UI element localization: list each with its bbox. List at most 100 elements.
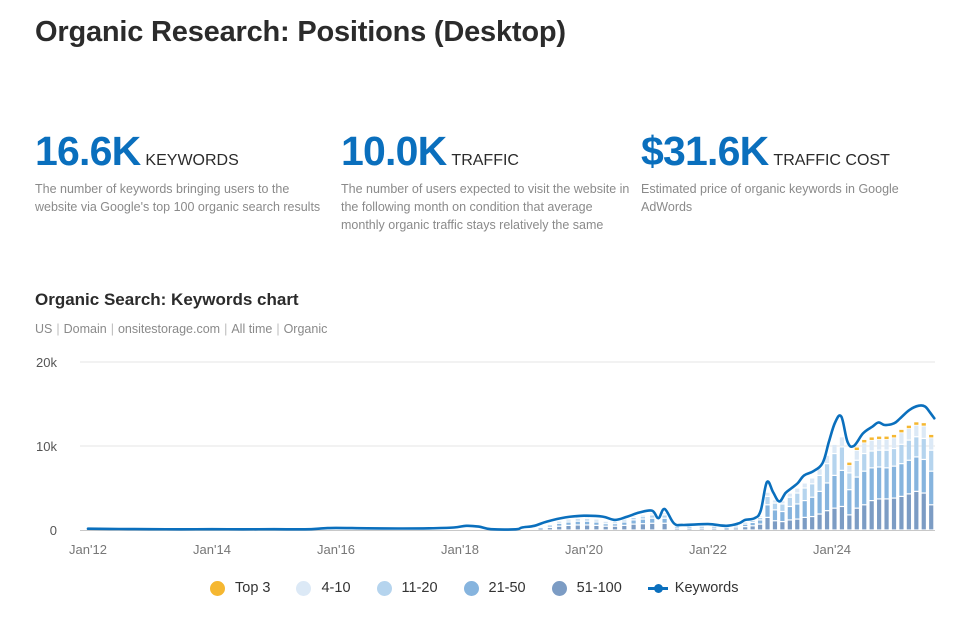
bar-segment-21-50 — [780, 512, 785, 521]
bar-segment-51-100 — [557, 526, 562, 530]
bar-segment-4-10 — [869, 440, 874, 451]
bar-segment-21-50 — [538, 528, 543, 529]
bar-segment-11-20 — [817, 476, 822, 491]
legend-label-4-10: 4-10 — [321, 580, 351, 596]
legend-item-keywords[interactable]: Keywords — [647, 580, 738, 596]
bar-segment-51-100 — [780, 522, 785, 530]
bar-segment-4-10 — [724, 527, 729, 528]
bar-segment-11-20 — [802, 488, 807, 500]
bar-segment-top3 — [899, 429, 904, 433]
bar-segment-top3 — [877, 436, 882, 440]
bar-segment-11-20 — [575, 519, 580, 521]
bar-segment-21-50 — [585, 521, 590, 525]
metric-traffic-cost: $31.6K TRAFFIC COST Estimated price of o… — [641, 128, 941, 216]
bar-segment-11-20 — [687, 526, 692, 528]
bar-segment-21-50 — [750, 523, 755, 526]
bar-segment-51-100 — [795, 519, 800, 530]
keywords-line — [86, 404, 936, 531]
bar-segment-11-20 — [780, 504, 785, 511]
bar-segment-11-20 — [557, 522, 562, 523]
filter-domain: onsitestorage.com — [117, 322, 221, 336]
bar-segment-4-10 — [743, 522, 748, 523]
bar-segment-4-10 — [612, 521, 618, 523]
y-tick-label: 10k — [36, 439, 57, 454]
bar-segment-51-100 — [603, 526, 608, 530]
metric-traffic-cost-value: $31.6K — [641, 128, 769, 174]
bar-segment-51-100 — [847, 515, 852, 530]
bar-segment-4-10 — [891, 438, 897, 448]
bar-segment-11-20 — [884, 450, 889, 468]
bar-segment-51-100 — [817, 514, 822, 530]
bar-segment-51-100 — [921, 493, 926, 530]
bar-segment-21-50 — [906, 460, 911, 494]
bar-segment-21-50 — [854, 477, 859, 508]
bar-segment-11-20 — [854, 460, 859, 477]
bar-segment-4-10 — [824, 455, 830, 464]
bar-segment-51-100 — [733, 528, 738, 530]
bar-segment-51-100 — [566, 525, 571, 530]
bar-segment-11-20 — [906, 440, 911, 460]
legend-item-4-10[interactable]: 4-10 — [296, 580, 351, 596]
bar-segment-21-50 — [547, 526, 552, 527]
bar-segment-11-20 — [724, 527, 729, 529]
bar-segment-4-10 — [929, 438, 934, 450]
bar-segment-21-50 — [662, 518, 667, 523]
bar-segment-21-50 — [557, 523, 562, 526]
bar-segment-51-100 — [839, 507, 845, 530]
bar-segment-21-50 — [674, 527, 680, 529]
bar-segment-top3 — [914, 422, 919, 425]
legend-item-11-20[interactable]: 11-20 — [376, 580, 438, 596]
bar-segment-21-50 — [817, 491, 822, 514]
bar-segment-21-50 — [832, 476, 837, 508]
bar-segment-51-100 — [869, 501, 874, 530]
metric-traffic-label: TRAFFIC — [451, 152, 519, 169]
filter-type: Organic — [283, 322, 328, 336]
legend-item-21-50[interactable]: 21-50 — [463, 580, 526, 596]
bar-segment-51-100 — [538, 529, 543, 530]
bar-segment-top3 — [891, 434, 897, 438]
x-tick-label: Jan'18 — [441, 542, 479, 557]
x-tick-label: Jan'12 — [69, 542, 107, 557]
metric-keywords-label: KEYWORDS — [145, 152, 239, 169]
bar-segment-51-100 — [547, 528, 552, 530]
bar-segment-51-100 — [810, 517, 815, 530]
x-tick-label: Jan'16 — [317, 542, 355, 557]
bar-segment-4-10 — [817, 469, 822, 475]
bar-segment-21-50 — [899, 464, 904, 496]
legend-swatch-4-10 — [296, 580, 312, 596]
bar-segment-11-20 — [921, 439, 926, 459]
bar-segment-21-50 — [566, 522, 571, 525]
bar-segment-21-50 — [575, 521, 580, 525]
bar-segment-51-100 — [862, 505, 867, 530]
bar-segment-top3 — [906, 425, 911, 429]
filter-scope: Domain — [63, 322, 107, 336]
bar-segment-51-100 — [650, 523, 655, 530]
bar-segment-11-20 — [650, 515, 655, 518]
bar-segment-11-20 — [757, 518, 763, 520]
x-tick-label: Jan'20 — [565, 542, 603, 557]
bar-segment-4-10 — [810, 478, 815, 484]
legend-label-51-100: 51-100 — [576, 580, 622, 596]
separator: | — [110, 322, 114, 336]
bar-segment-top3 — [921, 423, 926, 426]
bar-segment-4-10 — [603, 521, 608, 523]
bar-segment-11-20 — [603, 522, 608, 524]
bar-segment-11-20 — [862, 454, 867, 471]
bar-segment-11-20 — [622, 520, 627, 522]
bar-segment-11-20 — [765, 497, 770, 505]
separator: | — [224, 322, 228, 336]
keywords-chart: 0 10k 20k Jan'12 Jan'14 Jan'16 Jan'18 Jan'20 Jan… — [36, 355, 936, 557]
legend-swatch-top3 — [210, 580, 225, 596]
bar-segment-21-50 — [891, 466, 897, 498]
bar-segment-4-10 — [594, 519, 599, 520]
legend-item-51-100[interactable]: 51-100 — [551, 580, 622, 596]
bar-segment-4-10 — [585, 517, 590, 519]
x-tick-label: Jan'24 — [813, 542, 851, 557]
legend-item-top3[interactable]: Top 3 — [210, 580, 270, 596]
chart-legend: Top 3 4-10 11-20 21-50 51-100 Keywords — [210, 580, 764, 596]
separator: | — [56, 322, 60, 336]
bar-segment-21-50 — [733, 526, 738, 528]
page-title: Organic Research: Positions (Desktop) — [35, 16, 566, 48]
bar-segment-51-100 — [585, 525, 590, 530]
bar-segment-51-100 — [914, 491, 919, 530]
